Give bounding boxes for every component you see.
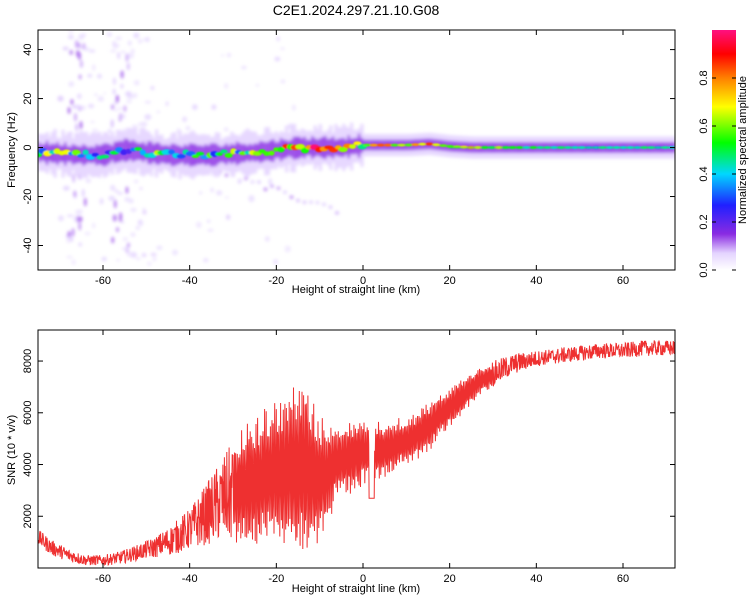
y-tick-label: 2000 <box>22 504 34 528</box>
snr-series-line <box>38 340 675 567</box>
spectrogram-xlabel: Height of straight line (km) <box>292 284 420 296</box>
colorbar-tick-label: 0.4 <box>698 166 710 181</box>
y-tick-label: -20 <box>22 189 34 205</box>
y-tick-label: 6000 <box>22 401 34 425</box>
colorbar-tick-label: 0.6 <box>698 118 710 133</box>
y-tick-label: 0 <box>22 144 34 150</box>
x-tick-label: 0 <box>360 275 366 287</box>
colorbar-tick-label: 0.0 <box>698 262 710 277</box>
snr-frame <box>37 329 676 569</box>
x-tick-label: 40 <box>530 275 542 287</box>
colorbar-gradient <box>712 30 736 270</box>
colorbar-tick-label: 0.8 <box>698 70 710 85</box>
spectrogram-frame <box>37 29 676 271</box>
x-tick-label: 20 <box>444 573 456 585</box>
x-tick-label: 40 <box>530 573 542 585</box>
spectrogram-axes: -60 -40 -20 0 20 40 60 -40 -20 0 20 40 <box>22 30 675 287</box>
y-tick-label: 40 <box>22 43 34 55</box>
colorbar: 0.0 0.2 0.4 0.6 0.8 Normalized spectral ampl… <box>698 30 749 278</box>
chart-title: C2E1.2024.297.21.10.G08 <box>273 2 440 18</box>
snr-ylabel: SNR (10 * v/v) <box>6 415 18 485</box>
colorbar-ticks: 0.0 0.2 0.4 0.6 0.8 <box>698 70 736 278</box>
x-tick-label: -20 <box>268 573 284 585</box>
colorbar-label: Normalized spectral amplitude <box>737 76 749 224</box>
y-tick-label: -40 <box>22 238 34 254</box>
y-tick-label: 20 <box>22 92 34 104</box>
x-tick-label: 60 <box>617 573 629 585</box>
snr-axes: -60 -40 -20 0 20 40 60 2000 4000 6000 8000 <box>22 330 675 585</box>
x-tick-label: 0 <box>360 573 366 585</box>
spectrogram-panel: -60 -40 -20 0 20 40 60 -40 -20 0 20 40 Height of st… <box>6 29 676 296</box>
x-tick-label: -60 <box>95 573 111 585</box>
colorbar-tick-label: 0.2 <box>698 214 710 229</box>
y-tick-label: 8000 <box>22 349 34 373</box>
snr-panel: -60 -40 -20 0 20 40 60 2000 4000 6000 8000 Height … <box>6 329 676 595</box>
x-tick-label: -40 <box>182 275 198 287</box>
y-tick-label: 4000 <box>22 452 34 476</box>
x-tick-label: -60 <box>95 275 111 287</box>
x-tick-label: -20 <box>268 275 284 287</box>
x-tick-label: -40 <box>182 573 198 585</box>
spectrogram-ylabel: Frequency (Hz) <box>6 112 18 188</box>
x-tick-label: 20 <box>444 275 456 287</box>
snr-xlabel: Height of straight line (km) <box>292 583 420 595</box>
x-tick-label: 60 <box>617 275 629 287</box>
